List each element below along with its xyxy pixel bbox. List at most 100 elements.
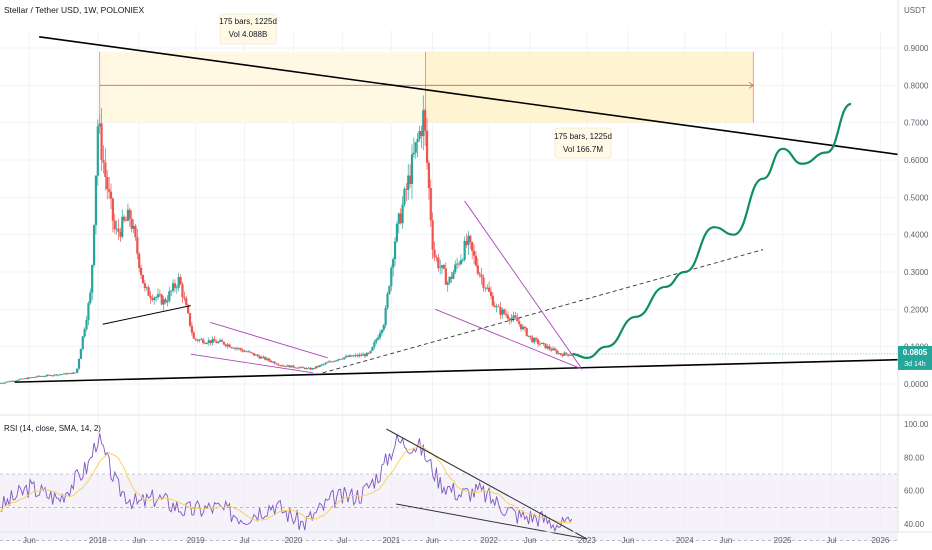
candle-body: [384, 307, 387, 326]
candle-body: [158, 294, 162, 296]
candle-body: [567, 354, 570, 356]
candle-body: [288, 365, 291, 368]
candle-body: [94, 175, 98, 226]
candle-body: [258, 356, 261, 359]
candle-body: [100, 123, 103, 160]
candle-body: [34, 376, 37, 378]
candle-body: [437, 257, 440, 269]
rsi-wedge-lower: [396, 503, 588, 540]
candle-body: [429, 188, 432, 221]
candle-body: [519, 324, 523, 330]
candle-body: [407, 175, 410, 190]
candle-body: [431, 220, 434, 250]
candle-body: [548, 346, 551, 350]
candle-body: [380, 329, 383, 334]
candle-body: [79, 349, 82, 359]
candle-body: [469, 235, 472, 243]
candle-body: [205, 343, 209, 344]
candle-body: [467, 235, 470, 245]
candle-body: [471, 242, 474, 251]
candle-body: [92, 225, 96, 266]
candle-body: [19, 378, 22, 380]
candle-body: [247, 351, 250, 353]
price-tick-label: 0.8000: [904, 81, 929, 90]
candle-body: [136, 237, 139, 254]
candle-body: [173, 283, 177, 288]
candle-body: [420, 131, 423, 137]
candle-body: [399, 213, 402, 224]
candle-body: [403, 188, 406, 205]
candle-body: [275, 363, 278, 365]
time-tick-label: Jun: [23, 536, 36, 545]
candle-body: [456, 263, 459, 265]
measure-label-top: 175 bars, 1225d Vol 4.088B: [219, 13, 277, 45]
time-tick-label: Jun: [719, 536, 732, 545]
candle-body: [422, 110, 425, 137]
candle-body: [130, 218, 133, 229]
candle-body: [476, 265, 479, 274]
candle-body: [55, 374, 58, 376]
candle-body: [57, 374, 60, 376]
candle-body: [200, 339, 203, 341]
candle-body: [264, 356, 267, 360]
time-tick-label: 2022: [480, 536, 498, 545]
candle-body: [367, 352, 370, 354]
candle-body: [44, 376, 47, 377]
candle-body: [463, 240, 466, 260]
wedge-2019-lower: [190, 353, 314, 374]
wedge-2021-upper: [464, 200, 583, 370]
candle-body: [412, 152, 415, 155]
candle-body: [162, 299, 165, 305]
candle-body: [10, 380, 13, 382]
candle-body: [164, 299, 167, 303]
candle-body: [322, 364, 325, 365]
candle-body: [292, 365, 295, 368]
candle-body: [299, 366, 303, 368]
time-tick-label: Jun: [426, 536, 439, 545]
candle-body: [446, 282, 449, 285]
candle-body: [439, 267, 442, 269]
candle-body: [239, 348, 242, 350]
candle-body: [301, 366, 304, 368]
chart-title: Stellar / Tether USD, 1W, POLONIEX: [4, 5, 144, 15]
rsi-wedge-upper: [386, 428, 588, 540]
rsi-tick-label: 40.00: [904, 520, 925, 529]
candle-body: [565, 352, 568, 355]
candle-body: [87, 303, 90, 320]
candle-body: [267, 358, 271, 361]
candle-body: [262, 356, 265, 358]
candle-body: [179, 277, 182, 285]
drawing-layer: [14, 36, 899, 383]
candle-body: [45, 374, 49, 377]
price-tag-countdown: 3d 14h: [904, 361, 926, 368]
candle-body: [220, 340, 224, 342]
candle-body: [457, 263, 461, 265]
candle-body: [482, 277, 485, 288]
candle-body: [559, 352, 562, 355]
candle-body: [286, 365, 289, 367]
candle-body: [324, 362, 327, 365]
candle-body: [126, 209, 130, 221]
candle-body: [151, 297, 154, 301]
candle-body: [350, 355, 353, 357]
candle-body: [70, 372, 73, 374]
candle-body: [433, 249, 436, 258]
candle-body: [390, 267, 393, 286]
candle-body: [76, 368, 79, 373]
candle-body: [271, 361, 274, 363]
rsi-band: [0, 474, 898, 541]
candle-body: [540, 342, 543, 344]
price-tick-label: 0.5000: [904, 193, 929, 202]
candle-body: [249, 351, 252, 353]
candle-body: [115, 228, 118, 230]
candle-body: [480, 274, 483, 278]
candle-body: [123, 216, 126, 221]
measure-range-1: [99, 51, 426, 123]
candle-body: [320, 364, 323, 366]
candle-body: [213, 339, 216, 342]
candle-body: [442, 265, 446, 269]
candle-body: [277, 364, 280, 366]
candle-body: [510, 317, 513, 321]
candle-body: [202, 339, 205, 344]
